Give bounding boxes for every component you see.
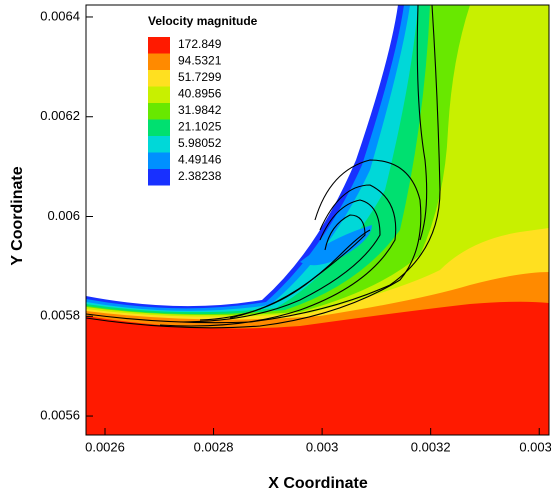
legend-swatch xyxy=(148,70,170,87)
legend-label: 31.9842 xyxy=(178,103,222,117)
streamline xyxy=(229,229,371,319)
y-tick-label: 0.0062 xyxy=(40,108,80,123)
legend-swatch xyxy=(148,169,170,186)
streamline xyxy=(179,199,381,323)
legend-label: 94.5321 xyxy=(178,54,222,68)
x-tick-label: 0.0028 xyxy=(194,439,234,454)
streamline xyxy=(159,184,397,327)
streamline xyxy=(86,5,441,324)
y-tick-label: 0.006 xyxy=(47,208,80,223)
y-tick-label: 0.0058 xyxy=(40,308,80,323)
legend-label: 21.1025 xyxy=(178,120,222,134)
x-tick-label: 0.003 xyxy=(306,439,339,454)
legend-swatch xyxy=(148,103,170,120)
x-tick-label: 0.0032 xyxy=(411,439,451,454)
legend-label: 40.8956 xyxy=(178,87,222,101)
x-tick-label: 0.0026 xyxy=(85,439,125,454)
contour-region xyxy=(86,301,549,435)
legend-swatch xyxy=(148,136,170,153)
streamlines xyxy=(86,5,441,329)
legend-swatch xyxy=(148,119,170,136)
plot-frame xyxy=(85,4,550,436)
legend-label: 5.98052 xyxy=(178,136,222,150)
x-axis-title: X Coordinate xyxy=(268,475,368,492)
legend-swatch xyxy=(148,37,170,54)
legend-swatch xyxy=(148,152,170,169)
legend-swatch xyxy=(148,86,170,103)
streamline xyxy=(416,5,428,241)
legend-label: 51.7299 xyxy=(178,70,222,84)
y-axis-title: Y Coordinate xyxy=(9,166,26,265)
streamline xyxy=(86,159,422,329)
x-tick-label: 0.0034 xyxy=(519,439,551,454)
legend-label: 4.49146 xyxy=(178,153,222,167)
legend-label: 2.38238 xyxy=(178,169,222,183)
y-tick-label: 0.0056 xyxy=(40,407,80,422)
legend-swatch xyxy=(148,53,170,70)
contour-region xyxy=(300,225,372,266)
legend-title: Velocity magnitude xyxy=(148,14,258,28)
y-tick-label: 0.0064 xyxy=(40,8,80,23)
legend-label: 172.849 xyxy=(178,37,222,51)
